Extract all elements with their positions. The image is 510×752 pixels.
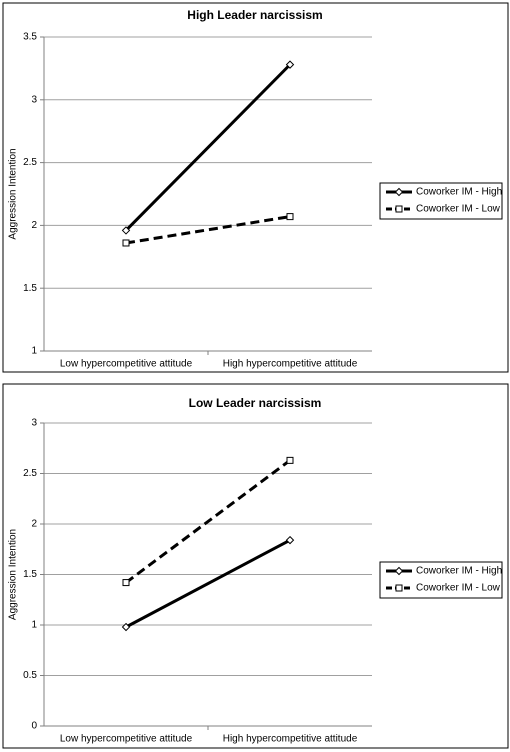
legend-marker bbox=[395, 205, 403, 213]
marker bbox=[286, 213, 294, 221]
x-tick-label: Low hypercompetitive attitude bbox=[60, 359, 193, 370]
marker bbox=[285, 535, 295, 545]
chart-frame bbox=[2, 383, 509, 749]
legend-label: Coworker IM - High bbox=[416, 566, 502, 577]
legend-box bbox=[379, 182, 503, 220]
y-tick-label: 0.5 bbox=[23, 670, 37, 681]
chart-title: High Leader narcissism bbox=[187, 8, 322, 22]
y-tick-label: 1.5 bbox=[23, 569, 37, 580]
y-axis-label: Aggression Intention bbox=[8, 529, 19, 620]
y-tick-label: 1 bbox=[31, 346, 37, 357]
marker bbox=[122, 239, 130, 247]
legend-marker bbox=[395, 584, 403, 592]
legend-label: Coworker IM - Low bbox=[416, 204, 501, 215]
y-axis-label: Aggression Intention bbox=[8, 148, 19, 239]
y-tick-label: 3 bbox=[31, 418, 37, 429]
y-tick-label: 2 bbox=[31, 519, 37, 530]
y-tick-label: 2.5 bbox=[23, 468, 37, 479]
x-tick-label: Low hypercompetitive attitude bbox=[60, 734, 193, 745]
legend-box bbox=[379, 561, 503, 599]
marker bbox=[121, 622, 131, 632]
marker bbox=[121, 226, 131, 235]
x-tick-label: High hypercompetitive attitude bbox=[223, 359, 358, 370]
chart-frame bbox=[2, 2, 509, 373]
y-tick-label: 0 bbox=[31, 721, 37, 732]
series-line bbox=[125, 459, 291, 584]
y-tick-label: 2 bbox=[31, 220, 37, 231]
series-line bbox=[125, 538, 291, 629]
chart-title: Low Leader narcissism bbox=[189, 396, 322, 410]
y-tick-label: 3 bbox=[31, 94, 37, 105]
legend-label: Coworker IM - Low bbox=[416, 583, 501, 594]
legend-marker bbox=[394, 187, 404, 197]
y-tick-label: 2.5 bbox=[23, 157, 37, 168]
marker bbox=[286, 456, 294, 464]
y-tick-label: 1.5 bbox=[23, 283, 37, 294]
x-tick-label: High hypercompetitive attitude bbox=[223, 734, 358, 745]
marker bbox=[285, 60, 295, 69]
y-tick-label: 1 bbox=[31, 620, 37, 631]
legend-marker bbox=[394, 566, 404, 576]
legend-label: Coworker IM - High bbox=[416, 187, 502, 198]
series-line bbox=[124, 63, 292, 232]
marker bbox=[122, 579, 130, 587]
y-tick-label: 3.5 bbox=[23, 32, 37, 43]
